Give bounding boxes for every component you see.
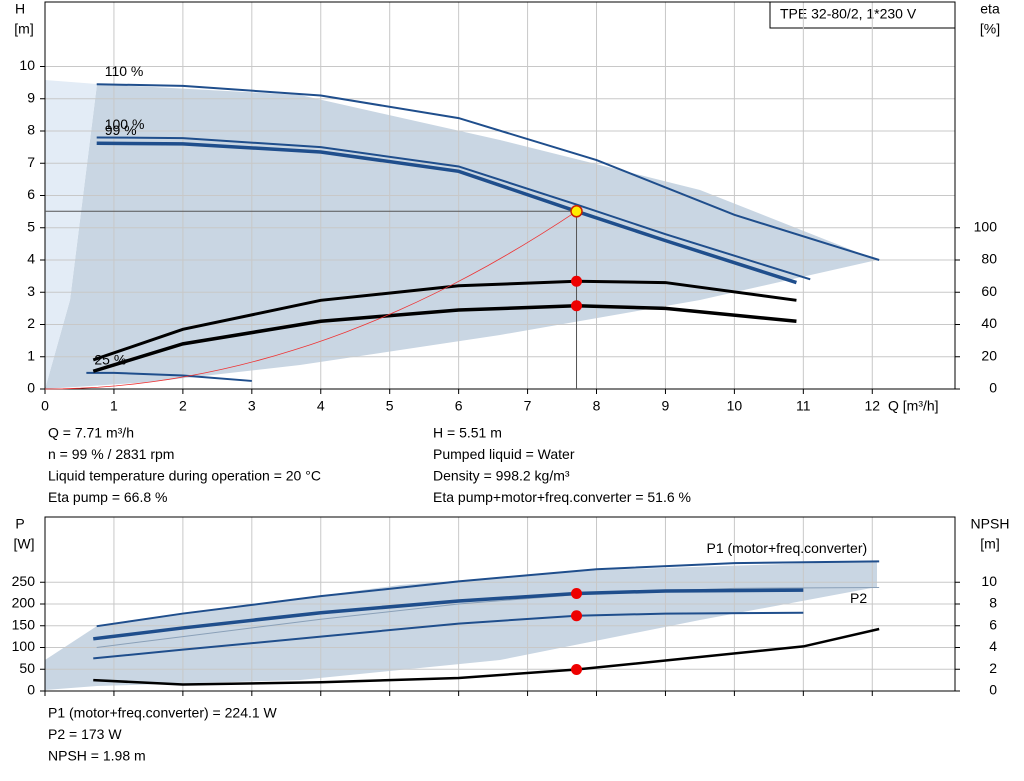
y-tick-label: 3 (27, 283, 35, 299)
info-line: n = 99 % / 2831 rpm (48, 446, 174, 462)
x-tick-label: 1 (110, 398, 118, 414)
x-tick-label: 8 (593, 398, 601, 414)
operating-range-light (45, 80, 97, 389)
info-line: H = 5.51 m (433, 425, 502, 441)
operating-point (571, 663, 583, 675)
y-tick-label: 9 (27, 89, 35, 105)
y2-tick-label: 10 (981, 573, 997, 589)
y2-tick-label: 8 (989, 595, 997, 611)
y2-tick-label: 4 (989, 638, 997, 654)
y-tick-label: 6 (27, 186, 35, 202)
info-line: P2 = 173 W (48, 726, 122, 742)
x-tick-label: 4 (317, 398, 325, 414)
series-label: P1 (motor+freq.converter) (706, 540, 867, 556)
chart-title: TPE 32-80/2, 1*230 V (780, 6, 917, 22)
x-tick-label: 10 (727, 398, 743, 414)
operating-point (571, 588, 583, 600)
plot-frame (44, 1, 956, 390)
operating-point (571, 610, 583, 622)
y2-tick-label: 6 (989, 616, 997, 632)
info-line: Pumped liquid = Water (433, 446, 575, 462)
title-box (769, 1, 956, 29)
x-tick-label: 7 (524, 398, 532, 414)
info-line: Liquid temperature during operation = 20… (48, 468, 321, 484)
series-line (92, 279, 797, 362)
x-tick-label: 0 (41, 398, 49, 414)
y-axis-label: P (15, 516, 24, 532)
series-label: 110 % (105, 63, 144, 79)
y2-tick-label: 100 (974, 218, 998, 234)
info-line: P1 (motor+freq.converter) = 224.1 W (48, 705, 278, 721)
info-line: Q = 7.71 m³/h (48, 425, 134, 441)
y2-tick-label: 2 (989, 660, 997, 676)
y-tick-label: 8 (27, 122, 35, 138)
operating-point (571, 275, 583, 287)
y2-tick-label: 80 (981, 251, 997, 267)
y-tick-label: 250 (12, 573, 36, 589)
series-line (93, 627, 880, 686)
system-curve (44, 210, 577, 390)
y2-tick-label: 60 (981, 283, 997, 299)
series-line (96, 141, 797, 285)
y-tick-label: 2 (27, 315, 35, 331)
series-line (93, 588, 804, 641)
y2-axis-label: NPSH (971, 516, 1010, 532)
y2-axis-unit: [m] (980, 536, 999, 552)
y-tick-label: 1 (27, 347, 35, 363)
x-tick-label: 11 (796, 398, 811, 414)
y2-tick-label: 0 (989, 682, 997, 698)
y-tick-label: 10 (19, 57, 35, 73)
series-line (93, 611, 804, 660)
info-line: Eta pump = 66.8 % (48, 489, 167, 505)
y-tick-label: 200 (12, 595, 36, 611)
x-axis-label: Q [m³/h] (888, 398, 939, 414)
x-tick-label: 9 (662, 398, 670, 414)
y-axis-label: H (15, 1, 25, 17)
series-label: 99 % (105, 122, 137, 138)
series-label: 100 % (105, 116, 145, 132)
x-tick-label: 2 (179, 398, 187, 414)
y-tick-label: 0 (27, 682, 35, 698)
y2-axis-unit: [%] (980, 21, 1000, 37)
x-tick-label: 6 (455, 398, 463, 414)
series-line (86, 371, 252, 382)
y-tick-label: 50 (19, 660, 35, 676)
series-line (96, 560, 880, 628)
info-line: Density = 998.2 kg/m³ (433, 468, 570, 484)
y-tick-label: 150 (12, 616, 36, 632)
series-line (96, 136, 811, 281)
y2-tick-label: 0 (989, 380, 997, 396)
operating-point (571, 300, 583, 312)
series-line (96, 586, 880, 648)
operating-point (570, 205, 583, 218)
plot-frame (44, 516, 956, 692)
y2-axis-label: eta (980, 1, 1000, 17)
series-line (96, 83, 880, 261)
y-axis-unit: [W] (14, 536, 35, 552)
y-tick-label: 5 (27, 218, 35, 234)
x-tick-label: 12 (864, 398, 880, 414)
y-tick-label: 0 (27, 380, 35, 396)
y2-tick-label: 40 (981, 315, 997, 331)
info-line: Eta pump+motor+freq.converter = 51.6 % (433, 489, 691, 505)
y-tick-label: 4 (27, 251, 35, 267)
series-line (92, 304, 797, 373)
x-tick-label: 5 (386, 398, 394, 414)
series-label: P2 (850, 590, 867, 606)
y2-tick-label: 20 (981, 347, 997, 363)
y-axis-unit: [m] (14, 21, 33, 37)
info-line: NPSH = 1.98 m (48, 748, 146, 764)
y-tick-label: 100 (12, 638, 36, 654)
y-tick-label: 7 (27, 154, 35, 170)
x-tick-label: 3 (248, 398, 256, 414)
operating-range (45, 84, 877, 389)
